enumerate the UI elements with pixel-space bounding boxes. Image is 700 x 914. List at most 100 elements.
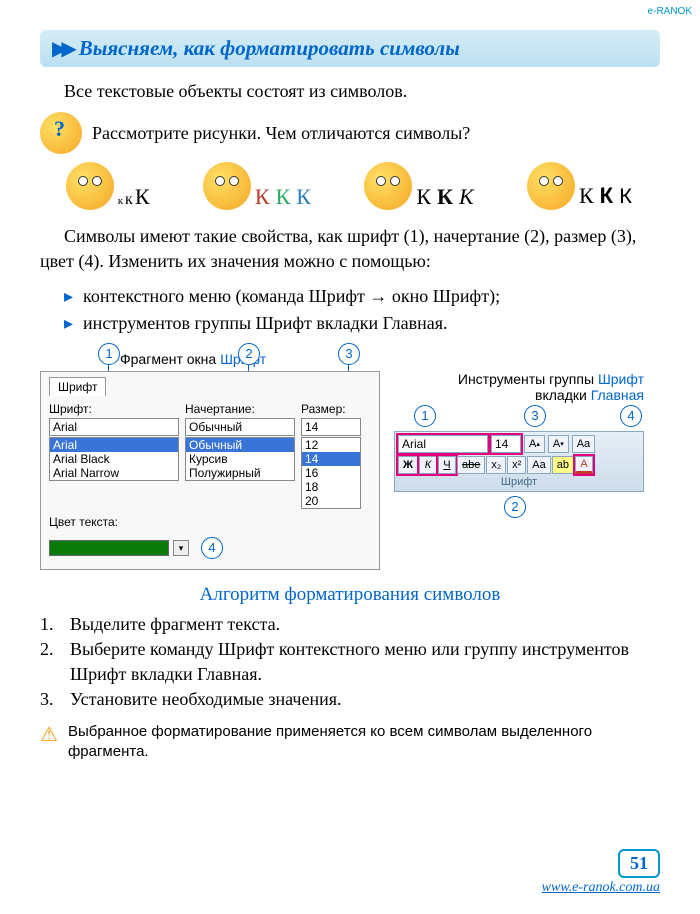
page-number: 51 bbox=[618, 849, 660, 878]
ribbon-font-group: Arial 14 A▴ A▾ Aa Ж К Ч abe x₂ x² Aa bbox=[394, 431, 644, 492]
page-content: ▶▶ Выясняем, как форматировать символы В… bbox=[0, 0, 700, 781]
italic-button[interactable]: К bbox=[419, 456, 437, 474]
callout-r2: 2 bbox=[504, 496, 526, 518]
symbol-examples: ккК К К К К К К К К К bbox=[40, 162, 660, 210]
char: к bbox=[118, 195, 123, 207]
list-item[interactable]: Обычный bbox=[186, 438, 294, 452]
task-row: Рассмотрите рисунки. Чем отличаются симв… bbox=[40, 112, 660, 154]
callout-3: 3 bbox=[338, 343, 360, 365]
style-listbox[interactable]: Обычный Курсив Полужирный bbox=[185, 437, 295, 481]
example-color: К К К bbox=[203, 162, 313, 210]
example-style: К К К bbox=[364, 162, 475, 210]
char: К bbox=[416, 184, 431, 209]
grow-font-button[interactable]: A▴ bbox=[524, 435, 545, 453]
char: к bbox=[125, 191, 133, 208]
color-label: Цвет текста: bbox=[49, 515, 118, 529]
list-item[interactable]: 14 bbox=[302, 452, 360, 466]
color-swatch[interactable] bbox=[49, 540, 169, 556]
diagram: Фрагмент окна Шрифт 1 2 3 Шрифт Шрифт: A… bbox=[40, 351, 660, 570]
section-title: Выясняем, как форматировать символы bbox=[79, 36, 460, 61]
callout-r3: 3 bbox=[524, 405, 546, 427]
ribbon-size-input[interactable]: 14 bbox=[491, 435, 521, 453]
warning-note: ⚠ Выбранное форматирование применяется к… bbox=[40, 722, 660, 761]
bullet-icon: ▸ bbox=[64, 310, 73, 337]
list-item: ▸контекстного меню (команда Шрифт → окно… bbox=[64, 283, 660, 310]
font-color-button[interactable]: A bbox=[575, 456, 593, 474]
char: К bbox=[579, 183, 594, 208]
list-item[interactable]: Arial bbox=[50, 438, 178, 452]
mascot-icon bbox=[364, 162, 412, 210]
question-mascot-icon bbox=[40, 112, 82, 154]
warning-icon: ⚠ bbox=[40, 722, 58, 761]
subscript-button[interactable]: x₂ bbox=[486, 456, 506, 474]
list-item[interactable]: Полужирный bbox=[186, 466, 294, 480]
intro-text: Все текстовые объекты состоят из символо… bbox=[40, 79, 660, 104]
ribbon-caption: Инструменты группы Шрифт вкладки Главная bbox=[394, 371, 644, 403]
mascot-icon bbox=[527, 162, 575, 210]
font-input[interactable]: Arial bbox=[49, 418, 179, 436]
size-listbox[interactable]: 12 14 16 18 20 bbox=[301, 437, 361, 509]
watermark: е-RANOK bbox=[648, 6, 692, 17]
char: К bbox=[296, 184, 311, 209]
example-size: ккК bbox=[66, 162, 152, 210]
dialog-caption: Фрагмент окна Шрифт bbox=[120, 351, 660, 367]
char: К bbox=[459, 184, 474, 209]
char: К bbox=[437, 184, 453, 209]
list-item: 3.Установите необходимые значения. bbox=[40, 687, 660, 712]
font-dialog-window: Шрифт Шрифт: Arial Arial Arial Black Ari… bbox=[40, 371, 380, 570]
strike-button[interactable]: abe bbox=[457, 456, 485, 474]
callout-r4: 4 bbox=[620, 405, 642, 427]
task-text: Рассмотрите рисунки. Чем отличаются симв… bbox=[92, 123, 470, 144]
chevron-icon: ▶▶ bbox=[52, 36, 71, 61]
dialog-tab[interactable]: Шрифт bbox=[49, 377, 106, 396]
font-label: Шрифт: bbox=[49, 402, 179, 416]
size-label: Размер: bbox=[301, 402, 361, 416]
callout-1: 1 bbox=[98, 343, 120, 365]
highlight-button[interactable]: ab bbox=[552, 456, 574, 474]
font-listbox[interactable]: Arial Arial Black Arial Narrow bbox=[49, 437, 179, 481]
char: К bbox=[255, 184, 270, 209]
bullet-icon: ▸ bbox=[64, 283, 73, 310]
superscript-button[interactable]: x² bbox=[507, 456, 526, 474]
char: К bbox=[135, 184, 150, 209]
style-input[interactable]: Обычный bbox=[185, 418, 295, 436]
char: К bbox=[600, 183, 613, 208]
list-item[interactable]: 18 bbox=[302, 480, 360, 494]
mascot-icon bbox=[203, 162, 251, 210]
ribbon-font-input[interactable]: Arial bbox=[398, 435, 488, 453]
char: К bbox=[276, 184, 291, 209]
list-item[interactable]: 12 bbox=[302, 438, 360, 452]
color-dropdown-button[interactable]: ▾ bbox=[173, 540, 189, 556]
list-item[interactable]: Arial Black bbox=[50, 452, 178, 466]
list-item: 2.Выберите команду Шрифт контекстного ме… bbox=[40, 637, 660, 687]
list-item[interactable]: Arial Narrow bbox=[50, 466, 178, 480]
bold-button[interactable]: Ж bbox=[398, 456, 418, 474]
change-case-button[interactable]: Aa bbox=[572, 435, 595, 453]
bullet-text: инструментов группы Шрифт вкладки Главна… bbox=[83, 310, 448, 337]
bullet-list: ▸контекстного меню (команда Шрифт → окно… bbox=[64, 283, 660, 337]
list-item[interactable]: 20 bbox=[302, 494, 360, 508]
size-input[interactable]: 14 bbox=[301, 418, 361, 436]
callout-2: 2 bbox=[238, 343, 260, 365]
char: К bbox=[619, 185, 632, 210]
list-item: 1.Выделите фрагмент текста. bbox=[40, 612, 660, 637]
properties-text: Символы имеют такие свойства, как шрифт … bbox=[40, 224, 660, 274]
warning-text: Выбранное форматирование применяется ко … bbox=[68, 722, 660, 761]
algo-text: Установите необходимые значения. bbox=[70, 687, 342, 712]
mascot-icon bbox=[66, 162, 114, 210]
page-footer: 51 www.e-ranok.com.ua bbox=[542, 849, 660, 896]
underline-button[interactable]: Ч bbox=[438, 456, 456, 474]
section-header: ▶▶ Выясняем, как форматировать символы bbox=[40, 30, 660, 67]
case-button[interactable]: Aa bbox=[527, 456, 550, 474]
callout-4: 4 bbox=[201, 537, 223, 559]
list-item[interactable]: 16 bbox=[302, 466, 360, 480]
footer-link[interactable]: www.e-ranok.com.ua bbox=[542, 880, 660, 896]
list-item[interactable]: Курсив bbox=[186, 452, 294, 466]
example-font: К К К bbox=[527, 162, 634, 210]
algo-text: Выделите фрагмент текста. bbox=[70, 612, 280, 637]
algo-text: Выберите команду Шрифт контекстного меню… bbox=[70, 637, 660, 687]
shrink-font-button[interactable]: A▾ bbox=[548, 435, 569, 453]
style-label: Начертание: bbox=[185, 402, 295, 416]
algorithm-title: Алгоритм форматирования символов bbox=[40, 584, 660, 606]
caption-text: Фрагмент окна bbox=[120, 351, 220, 367]
